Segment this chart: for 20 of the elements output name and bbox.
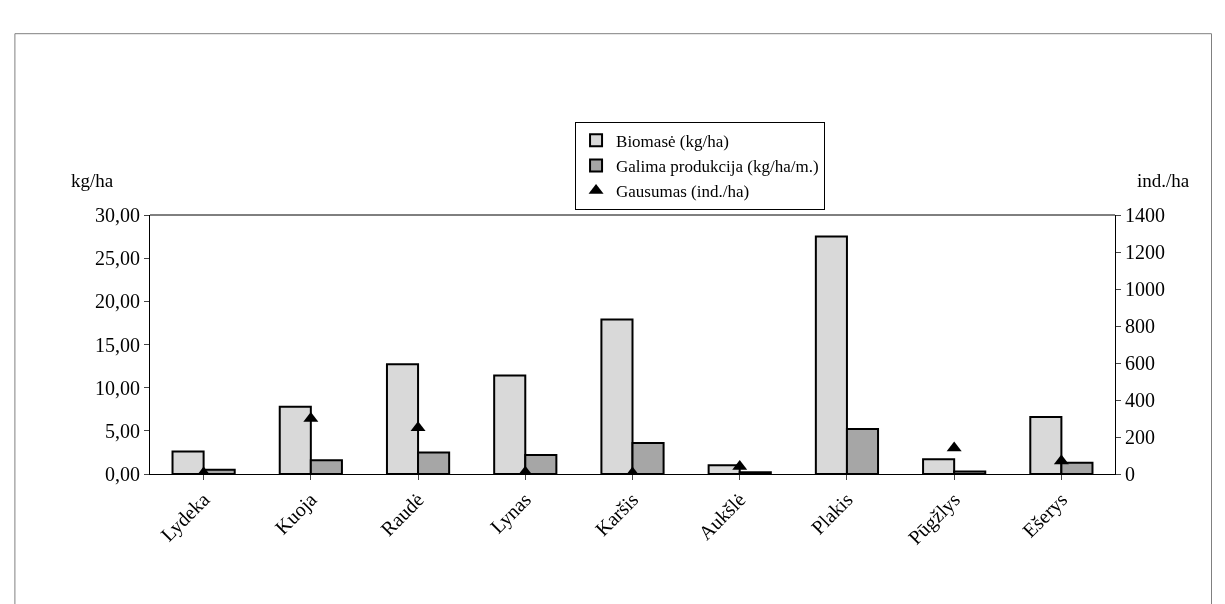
y2-tick-label: 200: [1125, 426, 1155, 448]
y-tick-label: 15,00: [95, 333, 140, 356]
y2-tick-label: 800: [1125, 315, 1155, 337]
legend-label: Gausumas (ind./ha): [616, 182, 750, 202]
y-tick-label: 5,00: [105, 419, 140, 442]
y-tick-label: 10,00: [95, 376, 140, 399]
legend-label: Biomasė (kg/ha): [616, 132, 729, 151]
y2-tick-label: 400: [1125, 389, 1155, 411]
y2-tick-label: 600: [1125, 352, 1155, 374]
legend-label: Galima produkcija (kg/ha/m.): [616, 157, 819, 177]
y-tick-label: 0,00: [105, 463, 140, 485]
y2-tick-label: 0: [1125, 463, 1135, 485]
y2-tick-label: 1400: [1125, 204, 1165, 226]
y2-axis-title: ind./ha: [1137, 170, 1190, 191]
y-axis-title: kg/ha: [71, 170, 114, 191]
y-tick-label: 20,00: [95, 290, 140, 313]
y2-tick-label: 1200: [1125, 241, 1165, 263]
y-tick-label: 30,00: [95, 204, 140, 226]
y2-tick-label: 1000: [1125, 278, 1165, 300]
y-tick-label: 25,00: [95, 247, 140, 270]
